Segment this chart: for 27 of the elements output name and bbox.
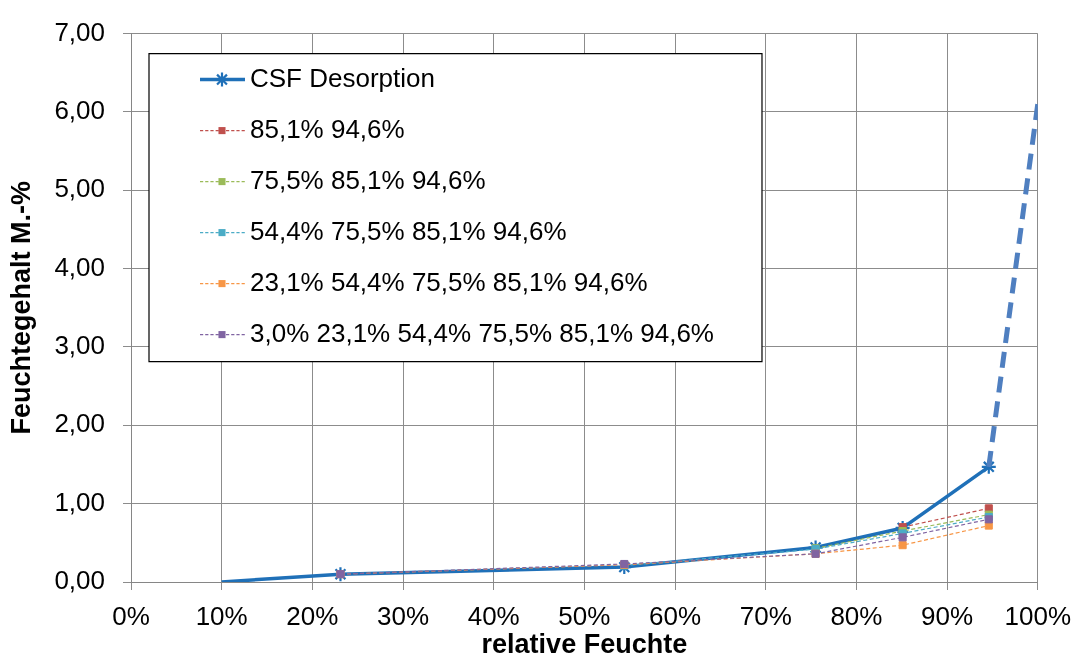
x-tick-label: 20% — [286, 600, 339, 631]
legend-label: 75,5% 85,1% 94,6% — [250, 164, 486, 195]
y-tick-label: 3,00 — [54, 330, 105, 361]
legend-label: CSF Desorption — [250, 62, 435, 93]
x-tick-label: 100% — [1004, 600, 1071, 631]
y-tick-label: 6,00 — [54, 95, 105, 126]
x-tick-label: 90% — [921, 600, 974, 631]
x-tick-label: 10% — [195, 600, 248, 631]
x-tick-label: 60% — [649, 600, 702, 631]
y-tick-label: 7,00 — [54, 16, 105, 47]
y-tick-label: 0,00 — [54, 565, 105, 596]
legend-label: 23,1% 54,4% 75,5% 85,1% 94,6% — [250, 266, 648, 297]
x-axis-title: relative Feuchte — [481, 629, 688, 660]
x-tick-label: 0% — [112, 600, 150, 631]
x-tick-label: 50% — [558, 600, 611, 631]
y-tick-label: 2,00 — [54, 408, 105, 439]
x-tick-label: 80% — [830, 600, 883, 631]
y-tick-label: 5,00 — [54, 173, 105, 204]
legend-label: 54,4% 75,5% 85,1% 94,6% — [250, 215, 567, 246]
y-axis-title: Feuchtegehalt M.-% — [5, 181, 36, 435]
legend-label: 3,0% 23,1% 54,4% 75,5% 85,1% 94,6% — [250, 317, 714, 348]
x-tick-label: 70% — [739, 600, 792, 631]
legend-label: 85,1% 94,6% — [250, 113, 405, 144]
x-tick-label: 30% — [377, 600, 430, 631]
y-tick-label: 4,00 — [54, 251, 105, 282]
x-tick-label: 40% — [467, 600, 520, 631]
y-tick-label: 1,00 — [54, 486, 105, 517]
